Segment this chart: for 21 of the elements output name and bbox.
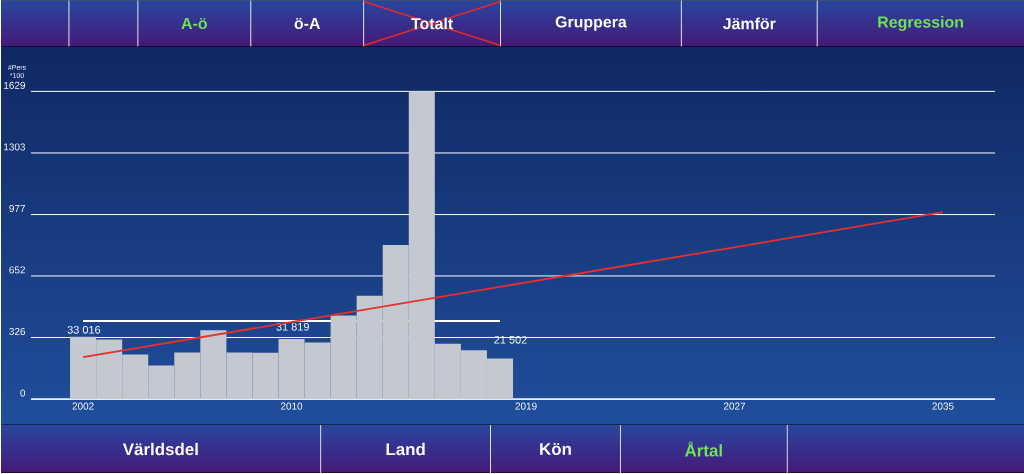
- x-tick-label: 2019: [515, 402, 537, 410]
- annotation: 33 016: [67, 326, 101, 334]
- text: Kön: [540, 443, 571, 456]
- text: A-ö: [181, 18, 207, 30]
- x-tick-label: 2002: [72, 402, 94, 410]
- text: Regression: [878, 16, 963, 32]
- x-tick-label: 2027: [723, 402, 746, 410]
- y-tick-label: 326: [9, 328, 26, 336]
- text: Världsdel: [122, 443, 198, 456]
- y-tick-label: 1629: [4, 82, 25, 90]
- x-tick-label: 2010: [280, 402, 303, 410]
- y-tick-label: 652: [9, 266, 25, 274]
- text: Jämför: [722, 17, 776, 30]
- y-tick-label: 0: [20, 389, 26, 397]
- x-tick-label: 2035: [932, 402, 954, 410]
- text: Land: [386, 443, 425, 456]
- text: Årtal: [684, 441, 722, 457]
- text: ö-A: [294, 18, 321, 30]
- y-tick-label: 1303: [4, 143, 26, 151]
- text: Gruppera: [555, 16, 627, 31]
- y-tick-label: 977: [9, 205, 25, 213]
